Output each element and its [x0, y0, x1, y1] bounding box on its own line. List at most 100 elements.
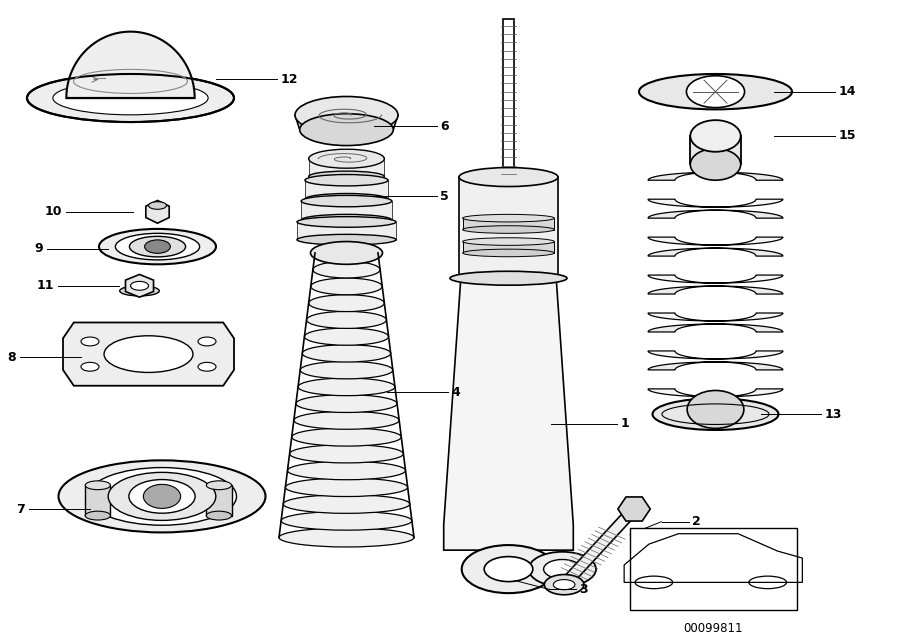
- Text: 8: 8: [7, 351, 16, 364]
- Polygon shape: [463, 218, 554, 229]
- Ellipse shape: [484, 557, 533, 582]
- Ellipse shape: [295, 96, 398, 134]
- Text: 2: 2: [692, 515, 701, 528]
- Polygon shape: [206, 485, 231, 515]
- Ellipse shape: [143, 484, 181, 508]
- Ellipse shape: [310, 241, 382, 264]
- Polygon shape: [63, 322, 234, 386]
- Text: 13: 13: [824, 408, 842, 420]
- Ellipse shape: [309, 171, 384, 182]
- Text: 3: 3: [580, 583, 589, 596]
- Polygon shape: [648, 199, 783, 207]
- Ellipse shape: [292, 428, 401, 446]
- Ellipse shape: [86, 481, 111, 490]
- Ellipse shape: [53, 81, 208, 115]
- Ellipse shape: [544, 575, 584, 595]
- Text: 00099811: 00099811: [683, 622, 743, 634]
- Polygon shape: [648, 210, 783, 218]
- Polygon shape: [648, 172, 783, 180]
- Ellipse shape: [130, 282, 148, 290]
- Ellipse shape: [287, 461, 406, 480]
- Ellipse shape: [145, 240, 170, 254]
- Polygon shape: [648, 248, 783, 256]
- Ellipse shape: [688, 390, 743, 429]
- Text: 9: 9: [34, 242, 43, 255]
- Ellipse shape: [305, 194, 388, 205]
- Polygon shape: [302, 201, 392, 220]
- Ellipse shape: [58, 461, 266, 533]
- Polygon shape: [503, 19, 514, 177]
- Text: 10: 10: [45, 205, 62, 218]
- Ellipse shape: [297, 217, 396, 227]
- Polygon shape: [648, 362, 783, 370]
- Ellipse shape: [301, 361, 392, 379]
- Polygon shape: [618, 497, 651, 521]
- Polygon shape: [305, 180, 388, 199]
- Ellipse shape: [309, 295, 384, 311]
- Polygon shape: [648, 286, 783, 294]
- Ellipse shape: [309, 154, 384, 164]
- Ellipse shape: [544, 559, 581, 579]
- Polygon shape: [648, 324, 783, 332]
- Polygon shape: [459, 177, 558, 278]
- Ellipse shape: [304, 328, 389, 345]
- Ellipse shape: [279, 528, 414, 547]
- Polygon shape: [295, 115, 398, 129]
- Ellipse shape: [462, 545, 555, 593]
- Text: 1: 1: [620, 417, 629, 430]
- Ellipse shape: [302, 196, 392, 207]
- Polygon shape: [648, 389, 783, 397]
- Ellipse shape: [130, 236, 185, 257]
- Polygon shape: [297, 222, 396, 240]
- Ellipse shape: [300, 113, 393, 146]
- Ellipse shape: [639, 74, 792, 110]
- Ellipse shape: [450, 271, 567, 285]
- Text: 7: 7: [16, 503, 25, 515]
- Ellipse shape: [198, 362, 216, 371]
- Text: 5: 5: [440, 190, 449, 203]
- Ellipse shape: [305, 175, 388, 186]
- Text: 11: 11: [37, 279, 54, 292]
- Polygon shape: [67, 32, 194, 98]
- Ellipse shape: [87, 468, 237, 526]
- Polygon shape: [309, 159, 384, 176]
- Polygon shape: [86, 485, 111, 515]
- Ellipse shape: [302, 215, 392, 225]
- Text: 6: 6: [440, 120, 449, 133]
- Ellipse shape: [463, 238, 554, 245]
- Ellipse shape: [281, 512, 412, 530]
- Ellipse shape: [284, 495, 410, 513]
- Polygon shape: [463, 241, 554, 253]
- Ellipse shape: [690, 120, 741, 152]
- Ellipse shape: [297, 234, 396, 245]
- Polygon shape: [648, 313, 783, 321]
- Ellipse shape: [27, 74, 234, 122]
- Ellipse shape: [104, 336, 193, 373]
- Ellipse shape: [687, 76, 744, 108]
- Ellipse shape: [198, 337, 216, 346]
- Ellipse shape: [285, 478, 408, 496]
- Ellipse shape: [298, 378, 395, 396]
- Polygon shape: [566, 513, 634, 579]
- Ellipse shape: [554, 580, 575, 590]
- Ellipse shape: [148, 202, 166, 210]
- Ellipse shape: [81, 337, 99, 346]
- Ellipse shape: [315, 245, 378, 261]
- Ellipse shape: [99, 229, 216, 264]
- Ellipse shape: [129, 480, 195, 513]
- Ellipse shape: [120, 286, 159, 296]
- Polygon shape: [648, 237, 783, 245]
- Polygon shape: [125, 275, 154, 297]
- Ellipse shape: [86, 511, 111, 520]
- Ellipse shape: [115, 233, 200, 260]
- Ellipse shape: [309, 149, 384, 168]
- Ellipse shape: [302, 345, 391, 362]
- Ellipse shape: [290, 445, 403, 463]
- Polygon shape: [648, 275, 783, 283]
- Ellipse shape: [459, 168, 558, 187]
- Text: 14: 14: [839, 85, 856, 98]
- Polygon shape: [690, 136, 741, 164]
- Ellipse shape: [463, 225, 554, 233]
- Ellipse shape: [206, 481, 231, 490]
- Ellipse shape: [310, 278, 382, 295]
